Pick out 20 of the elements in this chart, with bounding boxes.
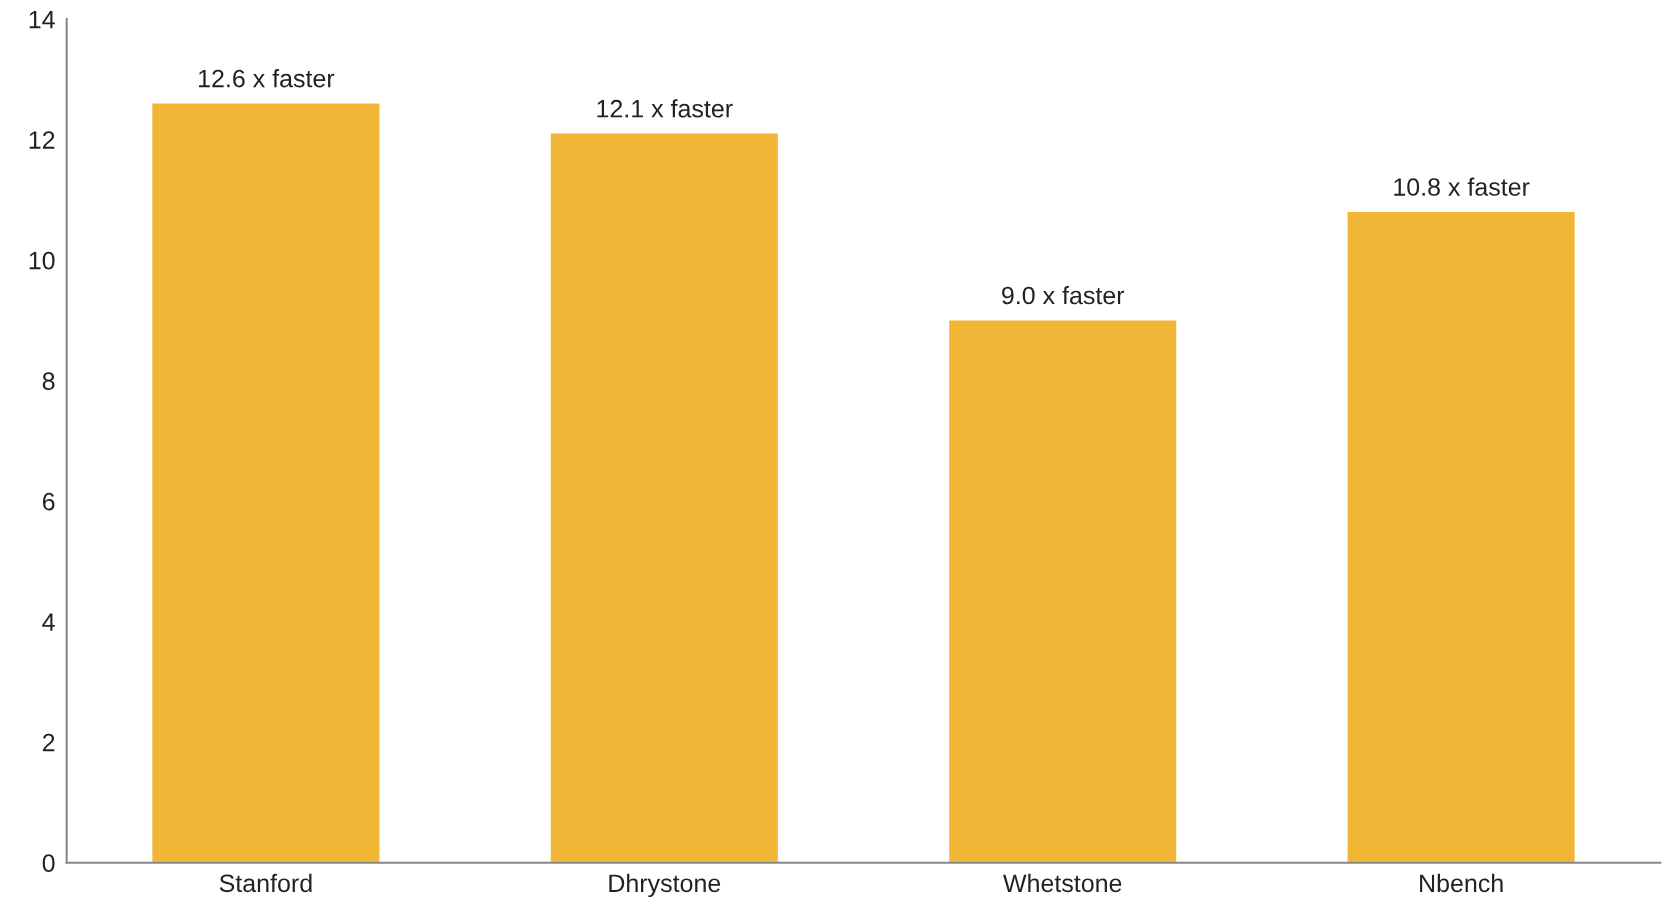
y-tick-label: 2: [42, 733, 55, 752]
x-tick-label: Stanford: [219, 873, 312, 893]
y-tick-label: 14: [29, 10, 55, 29]
y-tick-label: 4: [42, 613, 55, 631]
x-tick-label: Dhrystone: [609, 873, 721, 898]
bar: [550, 133, 778, 863]
y-tick-label: 8: [42, 372, 55, 390]
x-tick-label: Nbench: [1420, 873, 1503, 893]
bar: [1347, 211, 1575, 863]
y-tick-label: 10: [29, 251, 55, 270]
data-label: 12.1 x faster: [597, 99, 733, 118]
data-label: 10.8 x faster: [1394, 177, 1530, 196]
x-tick-label: Whetstone: [1003, 873, 1122, 893]
bar: [152, 103, 380, 863]
data-label: 12.6 x faster: [199, 69, 335, 88]
data-label: 9.0 x faster: [1002, 286, 1125, 305]
y-tick-label: 0: [42, 854, 55, 872]
bar: [949, 320, 1177, 863]
y-tick-label: 6: [42, 492, 55, 511]
y-tick-label: 12: [29, 131, 55, 149]
